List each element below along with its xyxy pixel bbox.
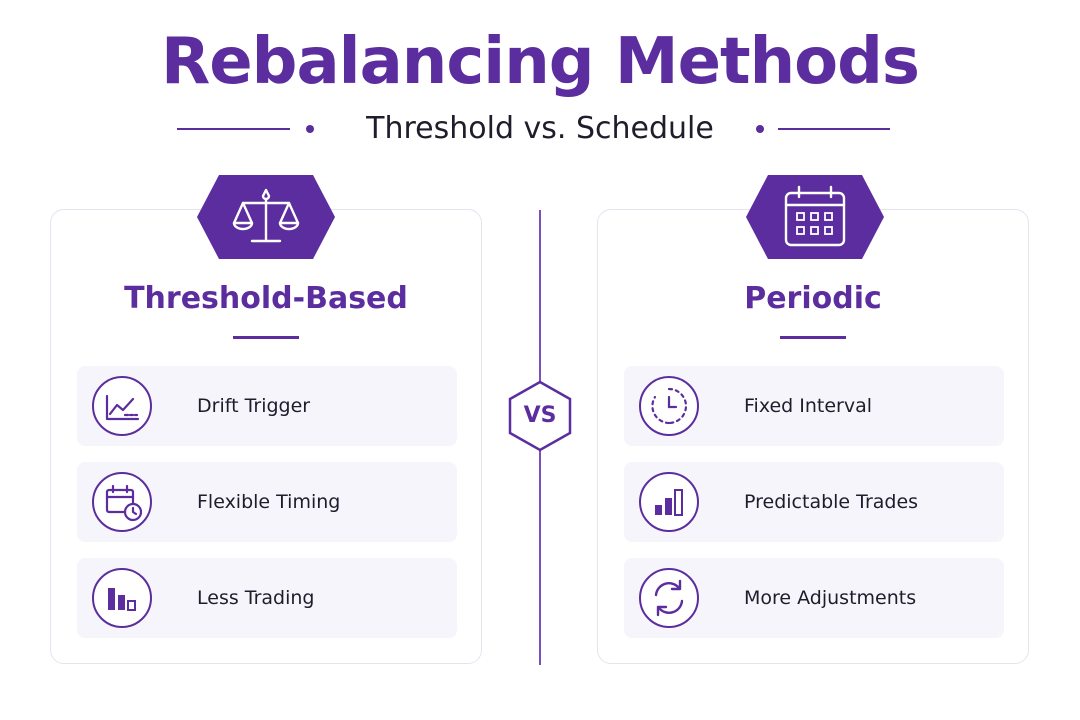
subtitle-dot-right xyxy=(756,125,764,133)
subtitle-rule-left xyxy=(177,128,290,130)
list-item-predictable-trades: Predictable Trades xyxy=(624,462,1004,542)
list-item-flexible-timing: Flexible Timing xyxy=(77,462,457,542)
list-item-label: Fixed Interval xyxy=(744,395,873,417)
vs-hexagon xyxy=(508,380,572,452)
scales-icon xyxy=(232,188,300,243)
clock-icon xyxy=(639,376,699,436)
list-item-more-adjustments: More Adjustments xyxy=(624,558,1004,638)
vs-label: VS xyxy=(523,403,557,428)
bar-chart-icon xyxy=(92,568,152,628)
list-item-label: Less Trading xyxy=(197,587,315,609)
list-item-less-trading: Less Trading xyxy=(77,558,457,638)
threshold-title-underline xyxy=(233,336,299,339)
periodic-title: Periodic xyxy=(744,281,882,316)
list-item-label: Predictable Trades xyxy=(744,491,919,513)
subtitle-row: Threshold vs. Schedule xyxy=(0,106,1080,152)
page-title: Rebalancing Methods xyxy=(160,25,920,99)
threshold-title: Threshold-Based xyxy=(124,281,408,316)
refresh-icon xyxy=(639,568,699,628)
list-item-drift-trigger: Drift Trigger xyxy=(77,366,457,446)
periodic-title-underline xyxy=(780,336,846,339)
list-item-label: Flexible Timing xyxy=(197,491,341,513)
list-item-label: Drift Trigger xyxy=(197,395,311,417)
calendar-icon xyxy=(784,185,846,247)
calendar-clock-icon xyxy=(92,472,152,532)
periodic-badge xyxy=(746,175,884,259)
threshold-badge xyxy=(197,175,335,259)
subtitle-dot-left xyxy=(306,125,314,133)
subtitle-rule-right xyxy=(778,128,890,130)
list-item-fixed-interval: Fixed Interval xyxy=(624,366,1004,446)
list-item-label: More Adjustments xyxy=(744,587,917,609)
page-subtitle: Threshold vs. Schedule xyxy=(366,111,714,146)
ascending-bars-icon xyxy=(639,472,699,532)
line-chart-icon xyxy=(92,376,152,436)
